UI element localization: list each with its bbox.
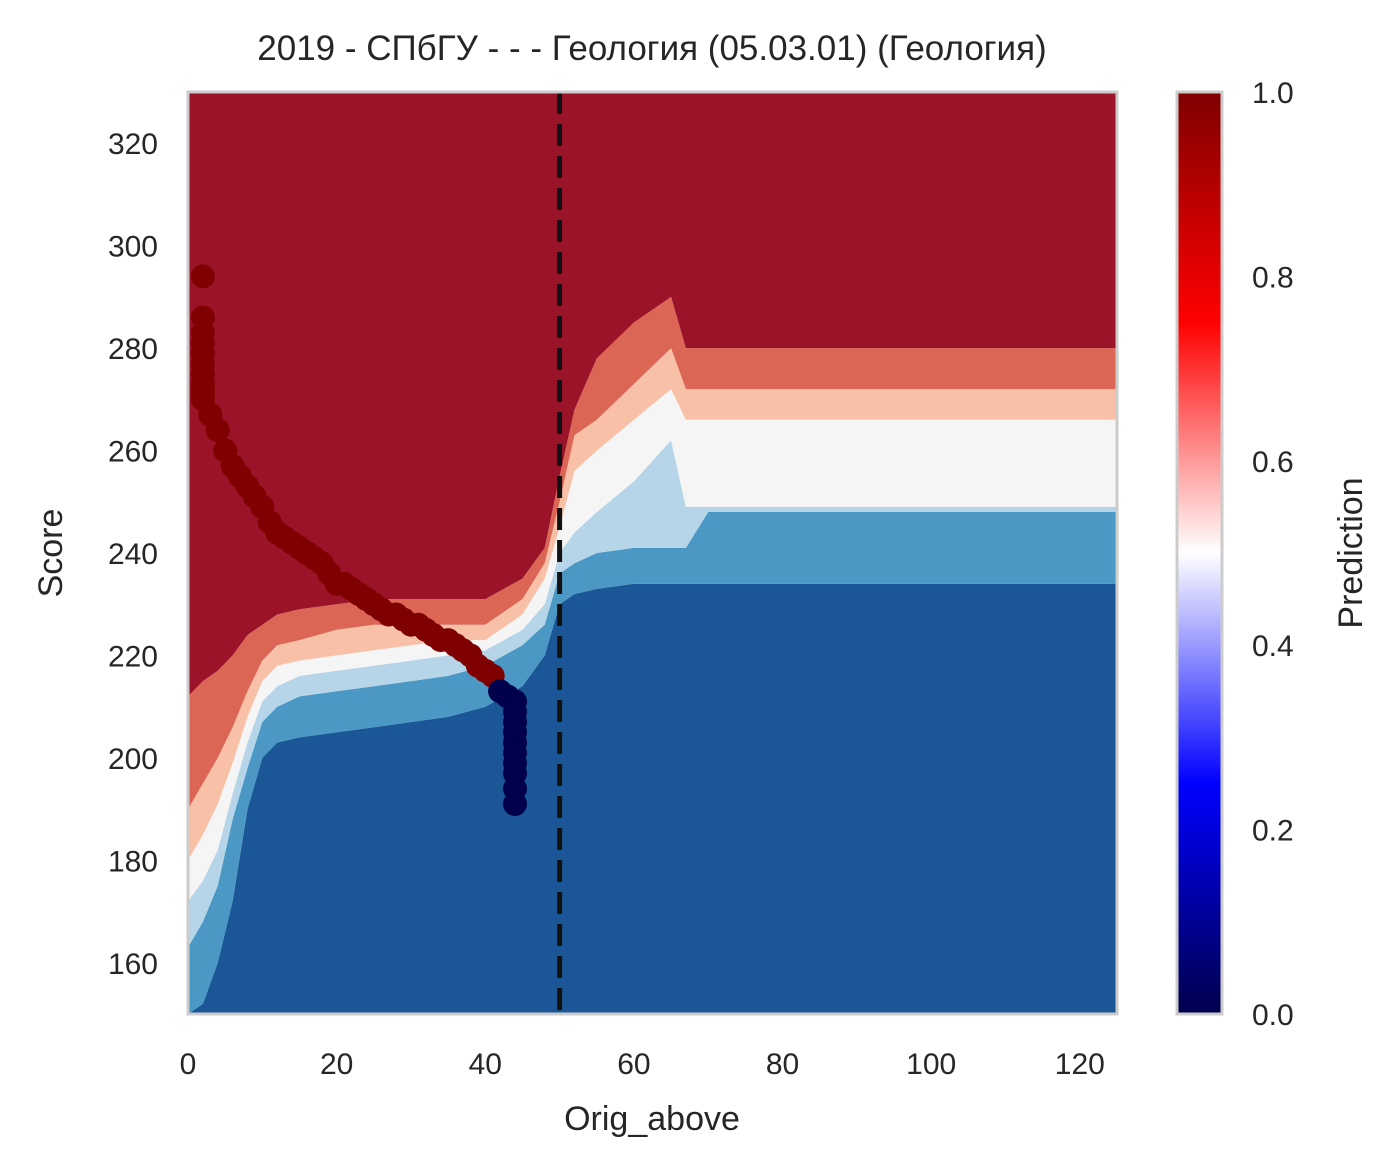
plot-frame [186,90,1119,1016]
y-tick-label: 240 [108,538,158,571]
x-axis-label: Orig_above [564,1100,740,1138]
scatter-point [190,264,215,289]
scatter-points [190,264,527,816]
x-tick-label: 20 [320,1048,353,1081]
y-axis-label: Score [32,509,70,598]
colorbar-frame [1175,90,1224,1016]
x-tick-label: 0 [180,1048,197,1081]
colorbar-tick-label: 0.4 [1252,630,1294,663]
x-tick-label: 60 [617,1048,650,1081]
scatter-point [503,792,527,816]
y-tick-label: 260 [108,436,158,469]
y-tick-label: 160 [108,948,158,981]
x-tick-label: 40 [469,1048,502,1081]
x-tick-label: 80 [766,1048,799,1081]
contour-band-1 [188,512,1117,1014]
x-tick-label: 100 [906,1048,956,1081]
contour-band-5 [188,296,1117,810]
colorbar: 0.0 0.2 0.4 0.6 0.8 1.0 Prediction [1175,77,1370,1032]
y-tick-label: 200 [108,743,158,776]
contour-band-6 [188,92,1117,697]
y-tick-label: 180 [108,845,158,878]
scatter-point [205,418,230,443]
x-tick-label: 120 [1055,1048,1105,1081]
colorbar-tick-label: 1.0 [1252,77,1294,110]
y-tick-label: 300 [108,231,158,264]
colorbar-tick-label: 0.0 [1252,999,1294,1032]
colorbar-label: Prediction [1332,477,1370,628]
y-tick-label: 280 [108,333,158,366]
y-tick-label: 220 [108,640,158,673]
contour-band-3 [188,389,1117,902]
chart-title: 2019 - СПбГУ - - - Геология (05.03.01) (… [257,29,1046,68]
colorbar-gradient [1177,92,1222,1014]
y-tick-label: 320 [108,128,158,161]
x-axis-ticks: 0 20 40 60 80 100 120 [180,1048,1105,1081]
y-axis-ticks: 160 180 200 220 240 260 280 300 320 [108,128,158,981]
contour-bands [188,92,1117,1014]
contour-band-0 [188,583,1117,1014]
colorbar-tick-label: 0.8 [1252,261,1294,294]
colorbar-tick-label: 0.2 [1252,815,1294,848]
plot-area [188,92,1117,1014]
contour-band-2 [188,440,1117,948]
colorbar-tick-label: 0.6 [1252,446,1294,479]
colorbar-ticks: 0.0 0.2 0.4 0.6 0.8 1.0 [1252,77,1294,1032]
contour-band-4 [188,348,1117,861]
